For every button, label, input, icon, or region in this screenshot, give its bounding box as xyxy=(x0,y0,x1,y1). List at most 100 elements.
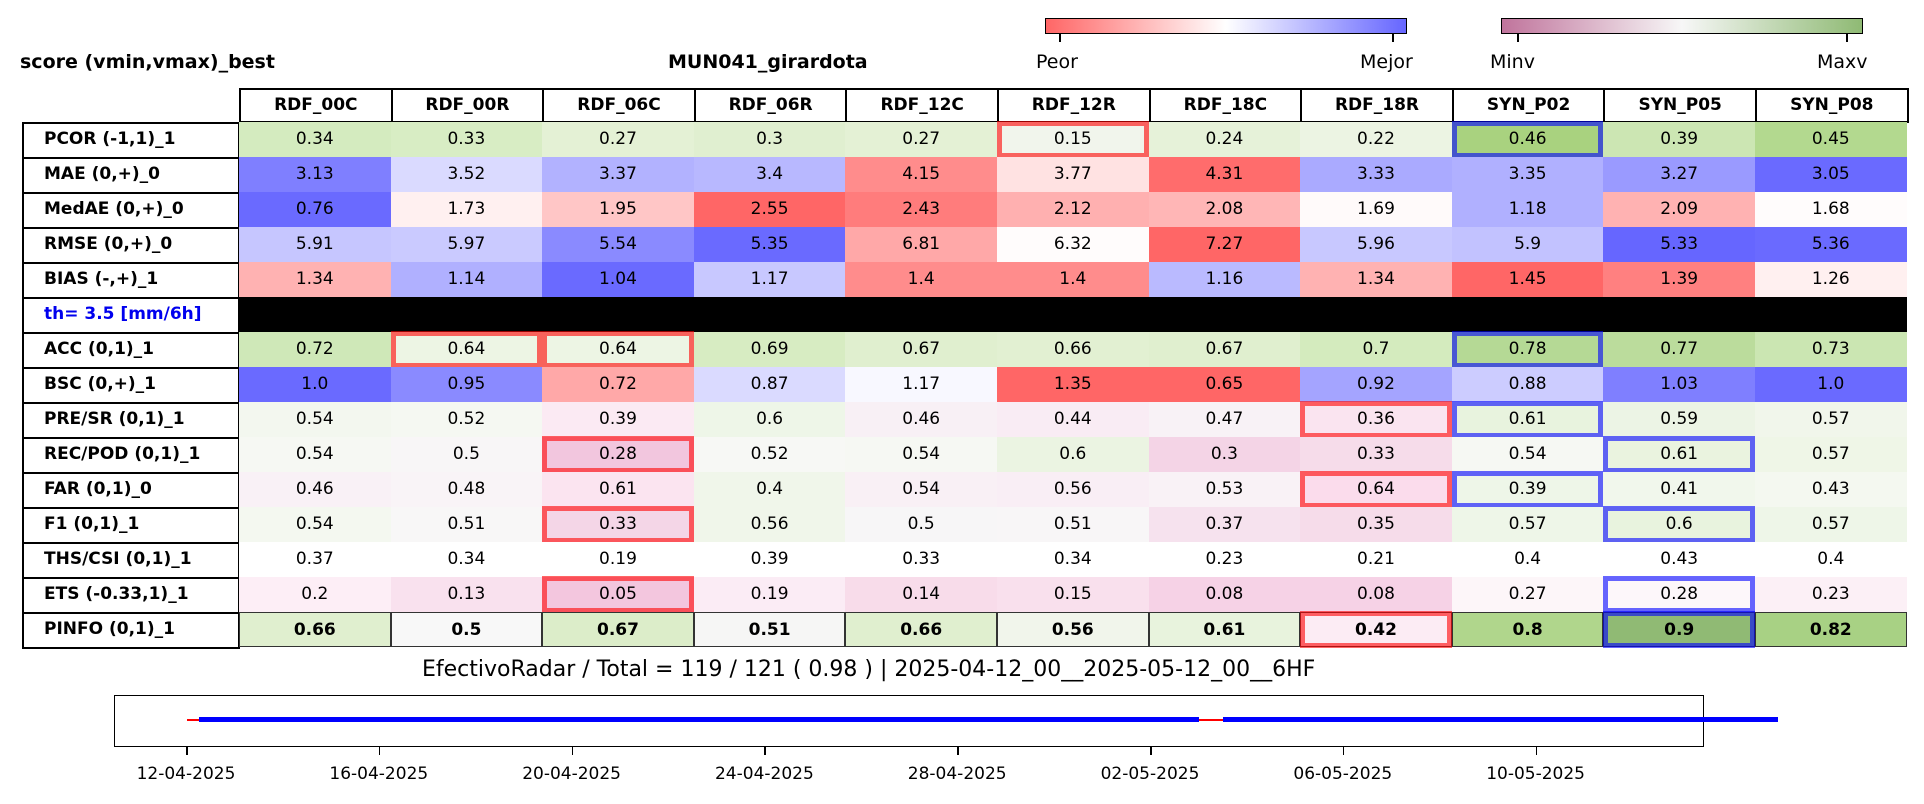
timeline-tick-label: 02-05-2025 xyxy=(1100,764,1200,784)
table-cell: 1.95 xyxy=(542,192,694,227)
table-cell: 0.7 xyxy=(1300,332,1452,367)
table-cell: 0.3 xyxy=(1148,437,1301,472)
table-cell: 0.19 xyxy=(542,542,694,577)
table-cell: 0.28 xyxy=(542,437,694,472)
table-cell: 0.15 xyxy=(997,577,1149,612)
row-label: ETS (-0.33,1)_1 xyxy=(22,577,240,614)
table-cell: 2.08 xyxy=(1148,192,1301,227)
table-cell: 0.42 xyxy=(1300,612,1452,647)
table-cell: 0.27 xyxy=(1451,577,1604,612)
table-cell: 0.59 xyxy=(1603,402,1755,437)
row-label: PCOR (-1,1)_1 xyxy=(22,122,240,159)
table-cell: 3.13 xyxy=(239,157,391,192)
table-cell: 0.72 xyxy=(239,332,391,367)
row-label: REC/POD (0,1)_1 xyxy=(22,437,240,474)
table-cell: 0.61 xyxy=(1603,437,1755,472)
table-cell: 0.4 xyxy=(693,472,846,507)
colorbar-peor-mejor-gradient xyxy=(1045,18,1407,34)
table-cell: 0.57 xyxy=(1755,402,1907,437)
table-cell: 0.54 xyxy=(239,507,391,542)
table-cell: 0.76 xyxy=(239,192,391,227)
table-cell: 0.34 xyxy=(997,542,1149,577)
table-cell: 0.95 xyxy=(390,367,543,402)
timeline-tick-label: 10-05-2025 xyxy=(1486,764,1585,784)
table-cell: 1.0 xyxy=(239,367,391,402)
table-cell: 1.4 xyxy=(997,262,1149,297)
summary-text: EfectivoRadar / Total = 119 / 121 ( 0.98… xyxy=(422,657,1316,682)
table-cell: 0.14 xyxy=(845,577,997,612)
table-cell: 0.44 xyxy=(997,402,1149,437)
left-title: score (vmin,vmax)_best xyxy=(20,51,275,73)
table-cell: 0.23 xyxy=(1755,577,1907,612)
row-label: F1 (0,1)_1 xyxy=(22,507,240,544)
table-cell: 0.51 xyxy=(693,612,846,647)
table-cell: 2.12 xyxy=(997,192,1149,227)
table-cell: 1.18 xyxy=(1451,192,1604,227)
table-cell: 0.51 xyxy=(390,507,543,542)
threshold-label: th= 3.5 [mm/6h] xyxy=(22,297,240,334)
table-cell: 0.23 xyxy=(1148,542,1301,577)
timeline-tick xyxy=(571,747,574,755)
column-header: RDF_18R xyxy=(1300,88,1454,123)
timeline-tick-label: 06-05-2025 xyxy=(1293,764,1393,784)
row-label: BSC (0,+)_1 xyxy=(22,367,240,404)
table-cell: 1.0 xyxy=(1755,367,1907,402)
table-cell: 5.36 xyxy=(1755,227,1907,262)
column-header: RDF_06C xyxy=(542,88,696,123)
timeline-tick xyxy=(957,747,959,755)
threshold-separator-bar xyxy=(239,297,1907,332)
table-cell: 0.92 xyxy=(1300,367,1452,402)
row-label: BIAS (-,+)_1 xyxy=(22,262,240,299)
table-cell: 0.57 xyxy=(1755,437,1907,472)
timeline-tick xyxy=(1150,747,1152,755)
table-cell: 0.61 xyxy=(1148,612,1301,647)
table-cell: 0.54 xyxy=(1451,437,1604,472)
table-cell: 5.54 xyxy=(542,227,694,262)
column-header: RDF_00C xyxy=(239,88,393,123)
table-cell: 0.66 xyxy=(239,612,391,647)
table-cell: 5.35 xyxy=(693,227,846,262)
table-cell: 5.91 xyxy=(239,227,391,262)
timeline-tick-label: 16-04-2025 xyxy=(329,764,429,784)
timeline-tick-label: 28-04-2025 xyxy=(907,764,1007,784)
table-cell: 0.54 xyxy=(239,402,391,437)
table-cell: 0.13 xyxy=(390,577,543,612)
timeline-gap-segment xyxy=(1199,719,1224,721)
row-label: THS/CSI (0,1)_1 xyxy=(22,542,240,579)
timeline-tick-label: 20-04-2025 xyxy=(522,764,621,784)
table-cell: 0.5 xyxy=(845,507,997,542)
table-cell: 0.35 xyxy=(1300,507,1452,542)
table-cell: 1.04 xyxy=(542,262,694,297)
table-cell: 3.52 xyxy=(390,157,543,192)
table-cell: 0.2 xyxy=(239,577,391,612)
row-label: MedAE (0,+)_0 xyxy=(22,192,240,229)
table-cell: 0.52 xyxy=(390,402,543,437)
table-cell: 0.08 xyxy=(1148,577,1301,612)
table-cell: 1.45 xyxy=(1451,262,1604,297)
table-cell: 7.27 xyxy=(1148,227,1301,262)
table-cell: 0.64 xyxy=(390,332,543,367)
row-label: PINFO (0,1)_1 xyxy=(22,612,240,649)
table-cell: 1.03 xyxy=(1603,367,1755,402)
table-cell: 0.47 xyxy=(1148,402,1301,437)
table-cell: 0.46 xyxy=(845,402,997,437)
timeline-tick xyxy=(1342,747,1345,755)
table-cell: 0.33 xyxy=(542,507,694,542)
table-cell: 0.37 xyxy=(239,542,391,577)
table-cell: 1.17 xyxy=(693,262,846,297)
table-cell: 4.15 xyxy=(845,157,997,192)
timeline-tick xyxy=(1535,747,1538,755)
table-cell: 6.32 xyxy=(997,227,1149,262)
table-cell: 5.9 xyxy=(1451,227,1604,262)
table-cell: 0.3 xyxy=(693,122,846,157)
center-title: MUN041_girardota xyxy=(668,51,868,73)
table-cell: 0.6 xyxy=(997,437,1149,472)
table-cell: 1.34 xyxy=(239,262,391,297)
table-cell: 1.69 xyxy=(1300,192,1452,227)
table-cell: 0.43 xyxy=(1603,542,1755,577)
timeline-tick xyxy=(764,747,766,755)
table-cell: 1.39 xyxy=(1603,262,1755,297)
row-label: ACC (0,1)_1 xyxy=(22,332,240,369)
table-cell: 3.05 xyxy=(1755,157,1907,192)
table-cell: 0.52 xyxy=(693,437,846,472)
